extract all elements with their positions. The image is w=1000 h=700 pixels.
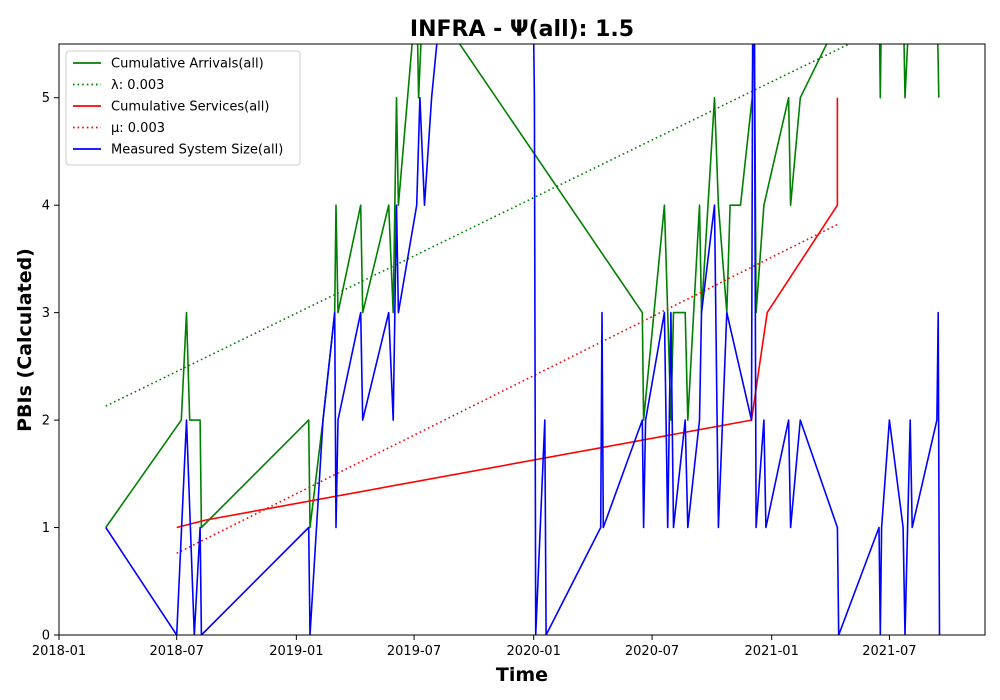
legend-label: Cumulative Services(all) [111, 100, 269, 115]
legend-box [65, 50, 301, 166]
series-layer [105, 44, 941, 635]
y-axis-label: PBIs (Calculated) [14, 248, 36, 432]
y-tick-label: 1 [42, 521, 50, 536]
y-tick-label: 2 [42, 414, 50, 429]
legend: Cumulative Arrivals(all) λ: 0.003 Cumulati… [65, 50, 301, 166]
x-tick-label: 2021-01 [745, 644, 799, 659]
plot-frame [58, 43, 986, 636]
legend-label: Measured System Size(all) [111, 143, 283, 158]
x-tick-label: 2019-07 [387, 644, 441, 659]
legend-label: λ: 0.003 [111, 78, 164, 93]
chart-title: INFRA - Ψ(all): 1.5 [410, 17, 634, 42]
y-tick-label: 3 [42, 306, 50, 321]
legend-label: Cumulative Arrivals(all) [111, 57, 264, 72]
y-axis: 0 1 2 3 4 5 [42, 91, 59, 644]
series-line-cumulative-services-all [176, 97, 839, 529]
series-line-measured-system-size-all [105, 44, 941, 635]
series-line-0-003 [176, 223, 838, 555]
x-tick-label: 2019-01 [269, 644, 323, 659]
x-axis-label: Time [496, 664, 548, 686]
y-tick-label: 5 [42, 91, 50, 106]
x-tick-label: 2018-01 [32, 644, 86, 659]
x-tick-label: 2020-07 [625, 644, 679, 659]
legend-label: μ: 0.003 [111, 121, 165, 136]
x-axis: 2018-01 2018-07 2019-01 2019-07 2020-01 2020-… [32, 635, 917, 659]
x-tick-label: 2021-07 [862, 644, 916, 659]
x-tick-label: 2018-07 [150, 644, 204, 659]
y-tick-label: 0 [42, 629, 50, 644]
x-tick-label: 2020-01 [507, 644, 561, 659]
y-tick-label: 4 [42, 199, 50, 214]
